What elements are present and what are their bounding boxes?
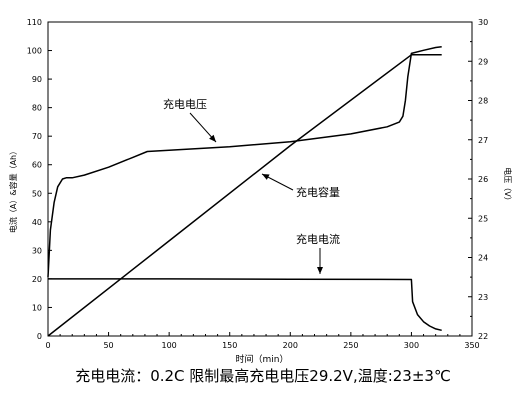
- y-left-tick-label: 10: [32, 303, 42, 312]
- y-left-tick-label: 50: [32, 189, 42, 198]
- y-left-tick-label: 90: [32, 75, 42, 84]
- x-tick-label: 200: [283, 341, 298, 350]
- y-right-tick-label: 29: [478, 57, 488, 66]
- x-tick-label: 50: [103, 341, 113, 350]
- y-left-tick-label: 40: [32, 218, 42, 227]
- x-tick-label: 100: [162, 341, 177, 350]
- y-left-tick-label: 60: [32, 161, 42, 170]
- y-axis-right: 22 23 24 25 26 27 28 29 30: [468, 18, 488, 341]
- y-right-tick-label: 27: [478, 136, 488, 145]
- annotation-capacity-arrow-head: [262, 174, 270, 180]
- y-right-tick-label: 24: [478, 254, 488, 263]
- annotation-current-arrow-head: [317, 267, 323, 274]
- annotation-voltage-arrow-head: [209, 134, 216, 142]
- y-left-tick-label: 20: [32, 275, 42, 284]
- y-left-tick-label: 70: [32, 132, 42, 141]
- x-tick-label: 350: [464, 341, 479, 350]
- x-axis-label: 时间（min）: [236, 353, 289, 365]
- y-left-tick-label: 30: [32, 246, 42, 255]
- y-right-tick-label: 28: [478, 97, 488, 106]
- x-tick-label: 150: [222, 341, 237, 350]
- annotation-voltage-label: 充电电压: [163, 97, 207, 111]
- x-tick-label: 0: [45, 341, 50, 350]
- x-tick-label: 300: [404, 341, 419, 350]
- x-tick-label: 250: [343, 341, 358, 350]
- x-axis: 0 50 100 150 200 250 300 350: [45, 332, 480, 350]
- annotation-capacity-label: 充电容量: [296, 185, 340, 199]
- series-group: [47, 45, 442, 337]
- y-left-tick-label: 110: [27, 18, 42, 27]
- y-right-tick-label: 30: [478, 18, 488, 27]
- y-right-tick-label: 26: [478, 175, 488, 184]
- y-left-tick-label: 80: [32, 104, 42, 113]
- y-axis-right-label: 电压（V）: [503, 167, 513, 204]
- current-line: [48, 278, 442, 332]
- y-left-tick-label: 100: [27, 47, 42, 56]
- voltage-line: [47, 45, 442, 278]
- y-left-tick-label: 0: [37, 332, 42, 341]
- y-right-tick-label: 23: [478, 293, 488, 302]
- y-right-tick-label: 25: [478, 214, 488, 223]
- caption: 充电电流：0.2C 限制最高充电电压29.2V,温度:23±3℃: [75, 367, 451, 385]
- annotation-current-label: 充电电流: [296, 232, 340, 246]
- y-axis-left-label: 电流（A）&容量（Ah）: [8, 147, 18, 233]
- y-right-tick-label: 22: [478, 332, 488, 341]
- y-axis-left: 0 10 20 30 40 50 60 70 80 90 100 110: [27, 18, 52, 341]
- capacity-line: [47, 54, 442, 337]
